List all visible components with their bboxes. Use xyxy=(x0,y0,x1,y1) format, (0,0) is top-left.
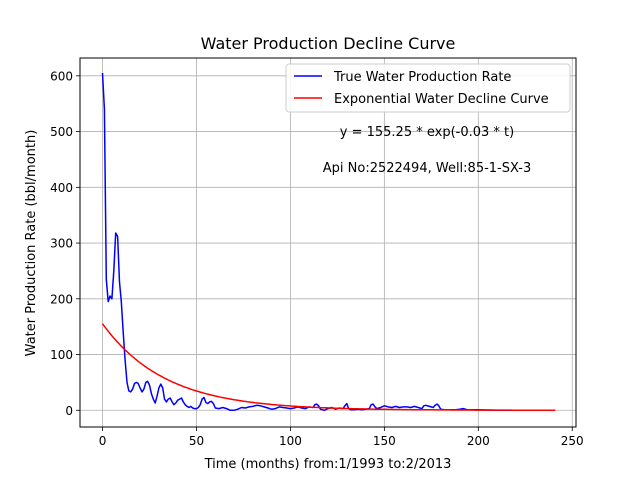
y-tick-label: 400 xyxy=(50,181,73,195)
y-tick-label: 200 xyxy=(50,292,73,306)
legend: True Water Production Rate Exponential W… xyxy=(285,63,571,113)
x-tick-label: 50 xyxy=(189,434,204,448)
x-tick-label: 250 xyxy=(561,434,584,448)
series-line-true-rate xyxy=(101,72,554,412)
y-tick-label: 500 xyxy=(50,125,73,139)
y-axis-label: Water Production Rate (bbl/month) xyxy=(24,130,39,357)
plot-frame xyxy=(79,57,577,428)
legend-label-decline-curve: Exponential Water Decline Curve xyxy=(334,92,549,107)
grid-lines xyxy=(80,58,576,427)
y-tick-label: 0 xyxy=(65,404,73,418)
series-layer xyxy=(101,72,556,412)
x-tick-label: 100 xyxy=(279,434,302,448)
x-tick-label: 150 xyxy=(373,434,396,448)
y-tick-label: 100 xyxy=(50,348,73,362)
legend-label-true-rate: True Water Production Rate xyxy=(333,70,511,85)
equation-annotation: y = 155.25 * exp(-0.03 * t) xyxy=(340,125,514,140)
x-tick-label: 200 xyxy=(467,434,490,448)
chart-title: Water Production Decline Curve xyxy=(201,34,456,53)
y-tick-label: 600 xyxy=(50,69,73,83)
x-tick-label: 0 xyxy=(99,434,107,448)
series-line-decline-curve xyxy=(101,323,556,411)
axis-ticks: 0 50 100 150 200 250 0 100 200 300 400 500 600 xyxy=(50,69,584,448)
x-axis-label: Time (months) from:1/1993 to:2/2013 xyxy=(204,457,452,472)
legend-box xyxy=(285,63,571,113)
y-tick-label: 300 xyxy=(50,237,73,251)
well-annotation: Api No:2522494, Well:85-1-SX-3 xyxy=(323,161,531,176)
